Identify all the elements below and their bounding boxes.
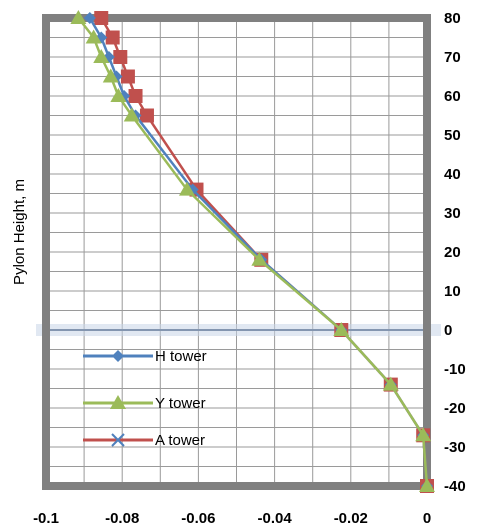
- x-tick-label: 0: [423, 510, 431, 527]
- y-tick-label: 30: [444, 205, 461, 222]
- y-axis-title: Pylon Height, m: [11, 179, 28, 285]
- y-tick-label: 80: [444, 10, 461, 27]
- data-point-y-tower: [110, 88, 127, 102]
- y-tick-label: -10: [444, 361, 466, 378]
- data-point-y-tower: [415, 427, 432, 442]
- legend-x-marker: [111, 433, 125, 447]
- legend-label-a-tower: A tower: [155, 432, 205, 449]
- data-point-a-tower: [128, 89, 143, 103]
- y-axis-ticks: 80 70 60 50 40 30 20 10 0 -10 -20 -30 -40: [444, 10, 466, 495]
- legend-item-h-tower: H tower: [83, 348, 207, 365]
- y-tick-label: -30: [444, 439, 466, 456]
- data-point-a-tower: [113, 50, 128, 64]
- legend-marker-h-tower: [112, 350, 124, 362]
- zero-line: [36, 324, 441, 336]
- data-point-y-tower: [251, 251, 268, 266]
- data-point-a-tower: [105, 30, 120, 45]
- y-tick-label: 10: [444, 283, 461, 300]
- data-point-h-tower: [83, 12, 96, 24]
- y-tick-label: 50: [444, 127, 461, 144]
- legend-marker-y-tower: [110, 395, 126, 409]
- x-tick-label: -0.06: [181, 510, 215, 527]
- data-point-y-tower: [85, 29, 102, 44]
- data-point-y-tower: [333, 322, 350, 336]
- plot-area-frame: [42, 14, 431, 490]
- data-point-a-tower: [120, 69, 135, 84]
- x-tick-label: -0.1: [33, 510, 59, 527]
- data-point-y-tower: [178, 181, 195, 196]
- legend-label-h-tower: H tower: [155, 348, 207, 365]
- gridlines: [45, 17, 428, 487]
- series-y-tower: [70, 10, 435, 492]
- y-tick-label: -20: [444, 400, 466, 417]
- series-layer: [70, 10, 435, 493]
- y-tick-label: 20: [444, 244, 461, 261]
- data-point-y-tower: [70, 10, 87, 24]
- data-point-y-tower: [102, 68, 119, 83]
- legend-label-y-tower: Y tower: [155, 395, 206, 412]
- legend: H tower Y tower A tower: [83, 348, 207, 449]
- data-point-a-tower: [94, 11, 109, 25]
- x-tick-label: -0.08: [105, 510, 139, 527]
- data-point-a-tower: [139, 108, 154, 123]
- y-tick-label: 0: [444, 322, 452, 339]
- y-tick-label: 40: [444, 166, 461, 183]
- data-point-y-tower: [419, 478, 435, 492]
- x-axis-ticks: -0.1 -0.08 -0.06 -0.04 -0.02 0: [33, 510, 431, 527]
- x-tick-label: -0.04: [257, 510, 292, 527]
- data-point-y-tower: [93, 49, 110, 63]
- y-tick-label: 70: [444, 49, 461, 66]
- legend-item-y-tower: Y tower: [83, 395, 206, 412]
- y-tick-label: 60: [444, 88, 461, 105]
- data-point-y-tower: [382, 376, 399, 391]
- x-tick-label: -0.02: [334, 510, 368, 527]
- y-tick-label: -40: [444, 478, 466, 495]
- data-point-y-tower: [123, 107, 140, 122]
- legend-item-a-tower: A tower: [83, 432, 205, 449]
